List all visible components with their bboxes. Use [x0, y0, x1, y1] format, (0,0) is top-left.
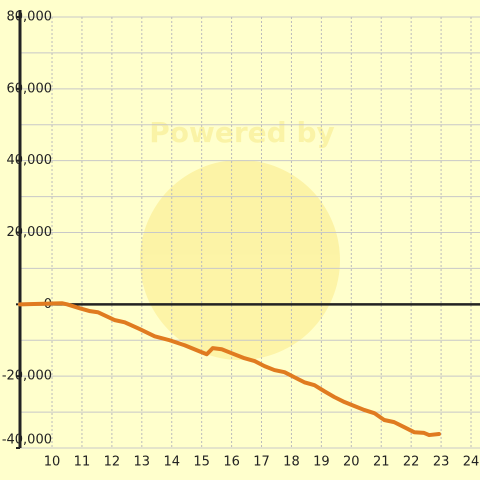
- x-tick-label: 22: [403, 455, 420, 470]
- x-tick-label: 21: [373, 455, 390, 470]
- x-tick-label: 20: [343, 455, 360, 470]
- watermark-logo: [140, 160, 340, 360]
- x-tick-label: 17: [253, 455, 270, 470]
- x-tick-label: 10: [44, 455, 61, 470]
- x-tick-label: 11: [74, 455, 91, 470]
- x-tick-label: 18: [283, 455, 300, 470]
- y-tick-label: 80,000: [7, 10, 53, 25]
- y-tick-label: 40,000: [7, 153, 53, 168]
- x-tick-label: 16: [223, 455, 240, 470]
- y-tick-label: 20,000: [7, 225, 53, 240]
- watermark-text: Powered by: [149, 116, 335, 149]
- line: [18, 301, 441, 438]
- x-tick-label: 23: [433, 455, 450, 470]
- x-tick-label: 13: [134, 455, 151, 470]
- x-tick-label: 14: [163, 455, 180, 470]
- x-tick-label: 24: [463, 455, 480, 470]
- y-tick-label: -20,000: [2, 369, 52, 384]
- x-tick-label: 15: [193, 455, 210, 470]
- y-tick-label: -40,000: [2, 433, 52, 448]
- watermark: Powered by: [140, 116, 340, 360]
- y-tick-label: 60,000: [7, 81, 53, 96]
- x-tick-label: 19: [313, 455, 330, 470]
- x-tick-label: 12: [104, 455, 121, 470]
